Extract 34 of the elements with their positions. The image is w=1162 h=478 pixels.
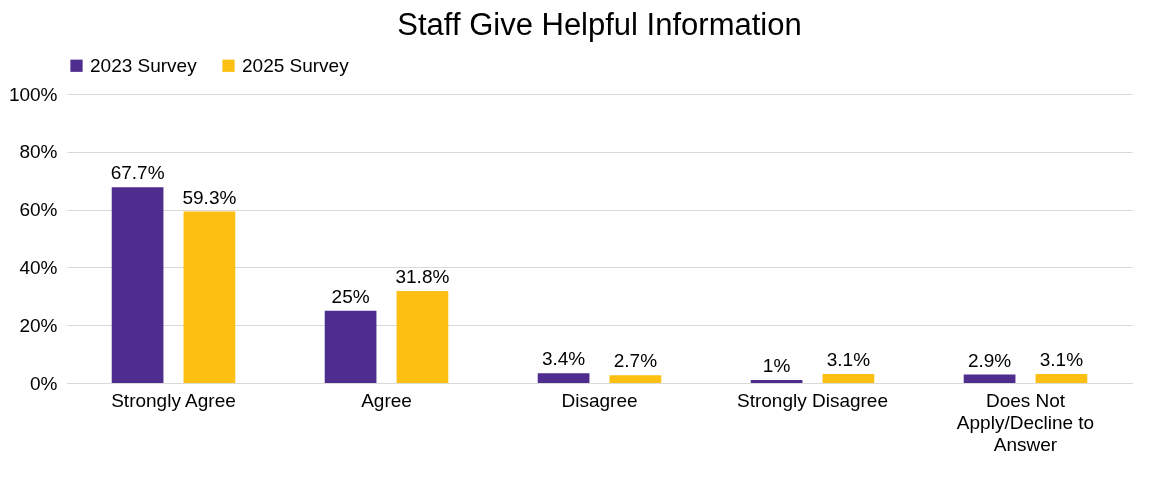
- x-tick-label: Strongly Agree: [111, 389, 236, 411]
- y-tick-label: 100%: [8, 83, 58, 105]
- data-label: 2.9%: [967, 349, 1012, 371]
- x-tick-label: Disagree: [561, 389, 638, 411]
- data-label: 3.1%: [826, 349, 871, 371]
- data-label: 59.3%: [182, 186, 237, 208]
- y-tick-label: 60%: [19, 199, 58, 221]
- bar: [537, 373, 590, 383]
- data-label: 3.4%: [541, 348, 586, 370]
- bar: [1035, 374, 1088, 383]
- data-label: 3.1%: [1039, 349, 1084, 371]
- y-tick-label: 40%: [19, 256, 58, 278]
- y-tick-label: 20%: [19, 314, 58, 336]
- bar: [396, 291, 449, 383]
- chart-title: Staff Give Helpful Information: [397, 7, 802, 42]
- legend-label: 2025 Survey: [242, 54, 350, 76]
- bar: [111, 187, 164, 383]
- x-tick-label: Strongly Disagree: [736, 389, 889, 411]
- bar: [183, 211, 236, 383]
- x-tick-label: Does Not Apply/Decline to Answer: [956, 389, 1095, 455]
- bar: [750, 380, 803, 383]
- x-tick-label: Agree: [361, 389, 412, 411]
- data-label: 2.7%: [613, 350, 658, 372]
- bar: [609, 375, 662, 383]
- bar: [324, 310, 377, 383]
- data-label: 1%: [762, 355, 791, 377]
- y-tick-label: 0%: [30, 372, 58, 394]
- bar: [822, 374, 875, 383]
- data-label: 25%: [331, 285, 370, 307]
- y-tick-label: 80%: [19, 141, 58, 163]
- data-label: 67.7%: [110, 162, 165, 184]
- data-label: 31.8%: [395, 266, 450, 288]
- bar: [963, 374, 1016, 383]
- legend-label: 2023 Survey: [90, 54, 198, 76]
